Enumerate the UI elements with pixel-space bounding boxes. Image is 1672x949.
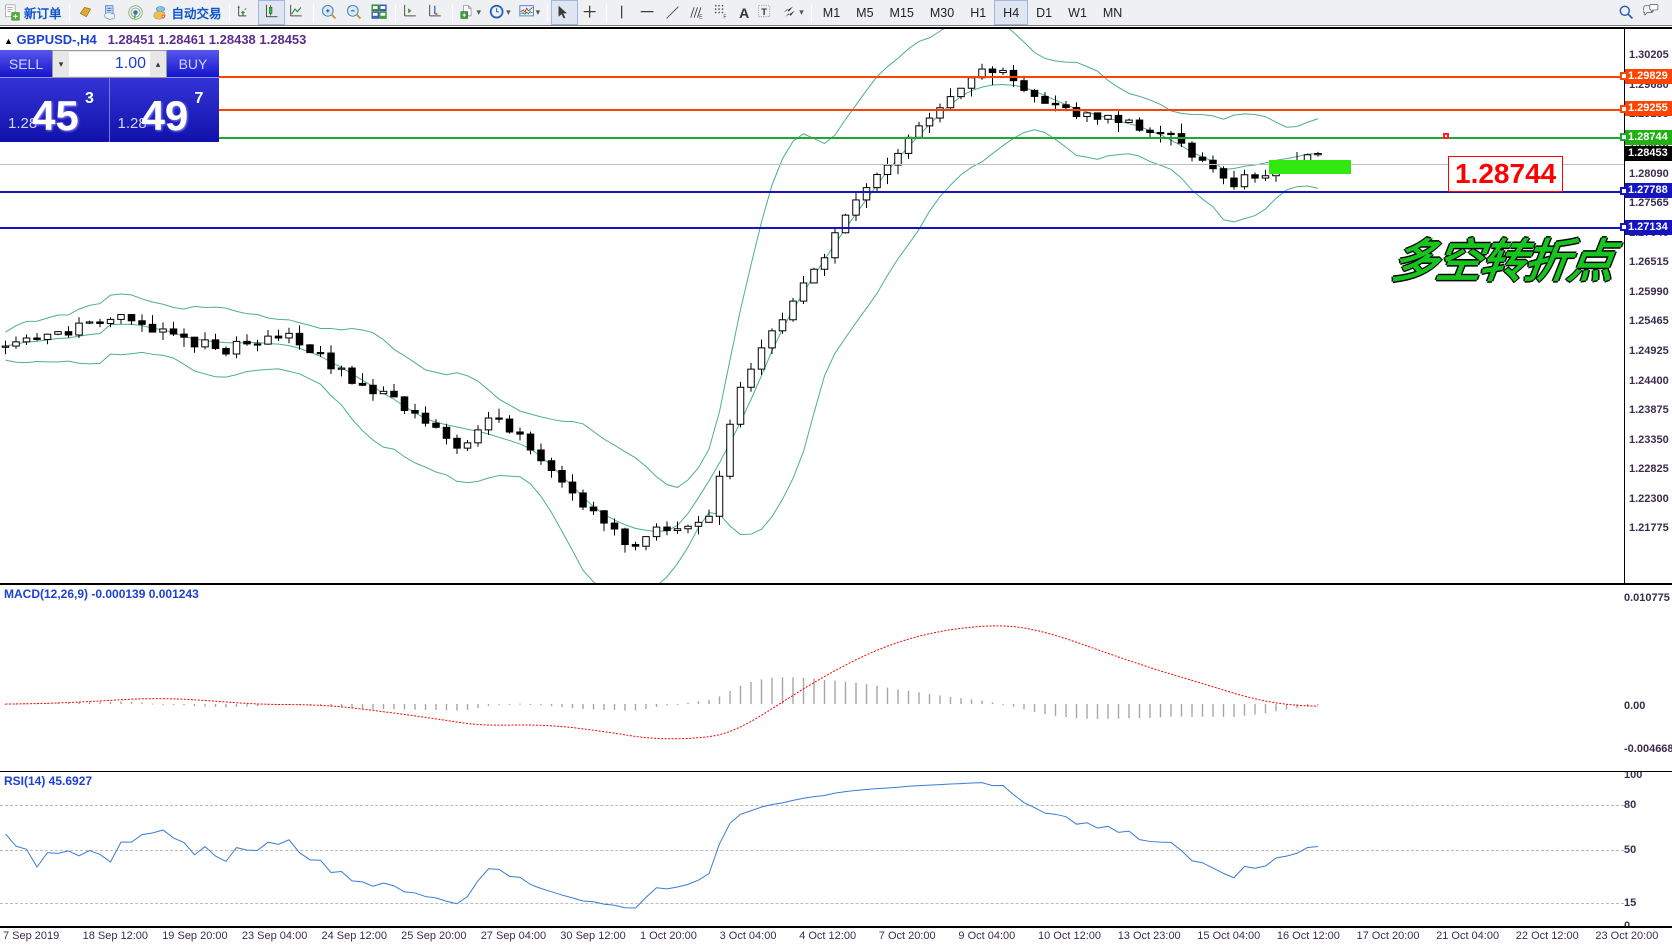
svg-text:E: E (699, 14, 703, 20)
svg-text:T: T (762, 7, 768, 17)
svg-text:F: F (723, 14, 726, 20)
